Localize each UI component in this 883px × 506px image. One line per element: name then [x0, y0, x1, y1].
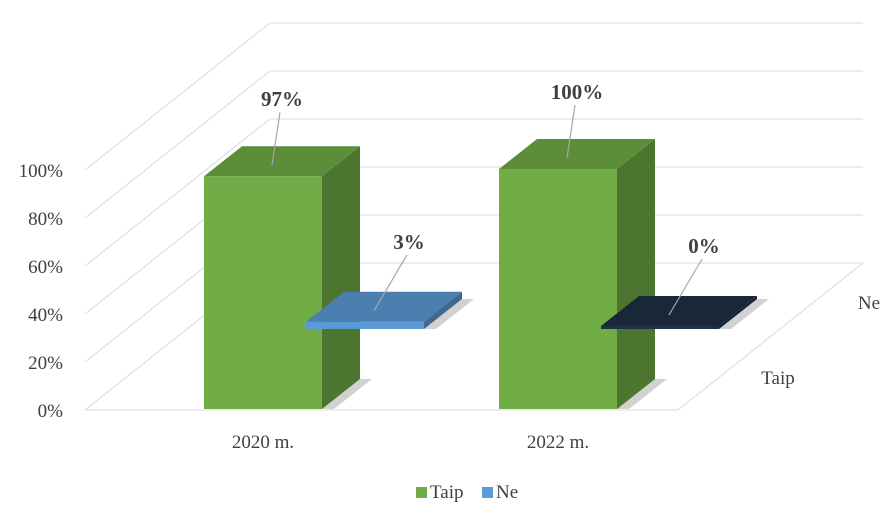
bar-top: [601, 296, 757, 326]
y-tick-label: 20%: [28, 353, 63, 374]
bar-front: [204, 176, 322, 409]
data-label: 100%: [551, 80, 604, 104]
y-tick-label: 0%: [38, 401, 64, 422]
bar-top: [499, 139, 655, 169]
legend-entry: Taip: [430, 482, 464, 503]
gridline-side: [84, 118, 271, 267]
x-axis-categories: 2020 m. 2022 m.: [232, 432, 589, 453]
legend: Taip Ne: [416, 482, 518, 503]
bar-side: [617, 139, 655, 409]
bar-top: [306, 291, 462, 322]
legend-swatch: [482, 487, 493, 498]
data-label: 97%: [261, 87, 303, 111]
leader-line: [373, 254, 408, 312]
floor-right-edge: [677, 262, 864, 411]
depth-axis-label: Ne: [858, 293, 880, 314]
bar-front: [306, 321, 424, 329]
data-label: 0%: [688, 234, 720, 258]
x-category-label: 2020 m.: [232, 432, 294, 453]
data-label: 3%: [393, 230, 425, 254]
chart-gridlines: [84, 22, 864, 411]
bar-front: [499, 169, 617, 409]
data-labels: 97% 100% 3% 0%: [261, 80, 720, 316]
leader-line: [566, 104, 576, 159]
bar-side: [719, 296, 757, 329]
bar-side: [424, 291, 462, 329]
gridline-side: [84, 22, 271, 171]
y-tick-label: 40%: [28, 305, 63, 326]
bar-Ne-0: [306, 291, 474, 329]
bar-Taip-0: [204, 146, 372, 409]
legend-entry: Ne: [496, 482, 518, 503]
bar-front: [601, 326, 719, 329]
y-tick-label: 100%: [19, 161, 64, 182]
y-tick-label: 60%: [28, 257, 63, 278]
leader-line: [668, 258, 703, 316]
bar-top: [204, 146, 360, 177]
legend-swatch: [416, 487, 427, 498]
y-axis-ticks: 0% 20% 40% 60% 80% 100%: [19, 161, 64, 422]
bar-Taip-1: [499, 139, 667, 409]
x-category-label: 2022 m.: [527, 432, 589, 453]
chart-bars: [204, 139, 769, 409]
y-tick-label: 80%: [28, 209, 63, 230]
bar-Ne-1: [601, 296, 769, 329]
leader-line: [271, 112, 281, 166]
depth-axis-labels: Taip Ne: [761, 293, 880, 389]
gridline-side: [84, 70, 271, 219]
bar-side: [322, 146, 360, 409]
depth-axis-label: Taip: [761, 368, 795, 389]
